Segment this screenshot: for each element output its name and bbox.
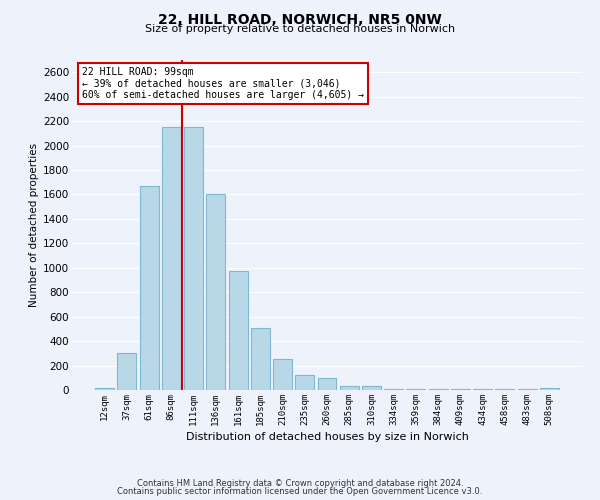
X-axis label: Distribution of detached houses by size in Norwich: Distribution of detached houses by size … [185, 432, 469, 442]
Y-axis label: Number of detached properties: Number of detached properties [29, 143, 39, 307]
Bar [362, 386, 381, 390]
Bar [317, 378, 337, 390]
Bar [295, 376, 314, 390]
Bar [118, 354, 136, 390]
Bar [206, 194, 225, 390]
Text: 22 HILL ROAD: 99sqm
← 39% of detached houses are smaller (3,046)
60% of semi-det: 22 HILL ROAD: 99sqm ← 39% of detached ho… [82, 66, 364, 100]
Text: 22, HILL ROAD, NORWICH, NR5 0NW: 22, HILL ROAD, NORWICH, NR5 0NW [158, 12, 442, 26]
Bar [229, 271, 248, 390]
Bar [251, 328, 270, 390]
Bar [162, 127, 181, 390]
Bar [140, 186, 158, 390]
Bar [184, 127, 203, 390]
Bar [273, 359, 292, 390]
Text: Contains HM Land Registry data © Crown copyright and database right 2024.: Contains HM Land Registry data © Crown c… [137, 478, 463, 488]
Bar [540, 388, 559, 390]
Bar [95, 388, 114, 390]
Text: Contains public sector information licensed under the Open Government Licence v3: Contains public sector information licen… [118, 487, 482, 496]
Bar [340, 386, 359, 390]
Text: Size of property relative to detached houses in Norwich: Size of property relative to detached ho… [145, 24, 455, 34]
